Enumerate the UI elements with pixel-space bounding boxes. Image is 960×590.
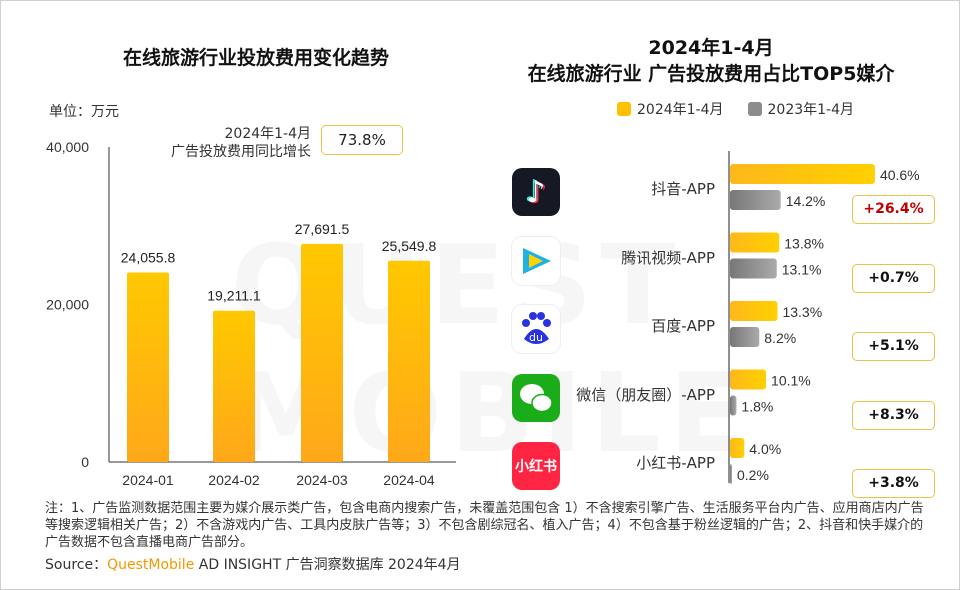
footnote: 注：1、广告监测数据范围主要为媒介展示类广告，包含电商内搜索广告，未覆盖范围包含… xyxy=(45,501,924,550)
bar-value-label: 24,055.8 xyxy=(121,250,176,266)
bar-value-label: 0.2% xyxy=(737,467,769,483)
source-rest: AD INSIGHT 广告洞察数据库 2024年4月 xyxy=(194,557,461,573)
bar-value-label: 1.8% xyxy=(741,399,773,415)
source-prefix: Source： xyxy=(45,557,108,573)
bar-value-label: 19,211.1 xyxy=(207,288,261,304)
x-tick-label: 2024-04 xyxy=(383,472,435,488)
bar-2024 xyxy=(730,232,780,253)
douyin-icon: ♪ xyxy=(512,168,560,216)
y-tick-label: 20,000 xyxy=(46,297,89,313)
change-badge: +8.3% xyxy=(852,400,935,430)
wechat-icon xyxy=(512,373,560,422)
bar-2024 xyxy=(730,301,778,321)
legend-swatch-2024 xyxy=(617,102,631,116)
bar-2023 xyxy=(730,258,777,279)
left-chart-title: 在线旅游行业投放费用变化趋势 xyxy=(122,47,389,69)
bar-value-label: 13.1% xyxy=(782,262,822,278)
bar-value-label: 10.1% xyxy=(771,373,811,389)
bar xyxy=(301,243,343,462)
x-tick-label: 2024-01 xyxy=(122,472,174,488)
y-tick-label: 0 xyxy=(81,454,89,470)
change-badge: +5.1% xyxy=(852,332,935,361)
bar-value-label: 14.2% xyxy=(786,193,826,209)
bar-2023 xyxy=(730,464,732,484)
category-label: 腾讯视频-APP xyxy=(621,248,715,267)
left-bar-chart: 0 20,000 40,000 24,055.8 2024-01 19,211.1 2024… xyxy=(46,139,456,488)
bar xyxy=(388,260,430,462)
x-tick-label: 2024-02 xyxy=(208,472,260,488)
legend-swatch-2023 xyxy=(747,102,762,116)
bar-value-label: 8.2% xyxy=(764,330,796,346)
change-badge: +3.8% xyxy=(852,469,935,498)
growth-value-badge: 73.8% xyxy=(321,125,403,155)
right-bar-chart: 40.6% 14.2% 13.8% 13.1% 13.3% 8.2% 10.1% 1.8% 4.… xyxy=(728,151,920,484)
bar xyxy=(213,310,255,462)
source-line: Source：QuestMobile AD INSIGHT 广告洞察数据库 20… xyxy=(45,557,461,574)
bar-value-label: 27,691.5 xyxy=(295,221,350,237)
y-tick-label: 40,000 xyxy=(46,139,89,155)
xiaohongshu-icon: 小红书 xyxy=(512,442,560,490)
change-badge: +0.7% xyxy=(852,263,935,293)
right-chart-title-2: 在线旅游行业 广告投放费用占比TOP5媒介 xyxy=(527,63,895,85)
bar-2024 xyxy=(730,164,875,184)
baidu-icon: du xyxy=(512,305,560,353)
bar-2023 xyxy=(730,327,760,347)
bar-2023 xyxy=(730,395,737,416)
tencent-video-icon xyxy=(512,236,560,285)
legend: 2024年1-4月 2023年1-4月 xyxy=(617,99,854,119)
svg-text:du: du xyxy=(529,331,543,344)
bar-2024 xyxy=(730,438,745,458)
bar-value-label: 40.6% xyxy=(880,167,920,183)
bar-2024 xyxy=(730,369,767,390)
category-label: 百度-APP xyxy=(651,317,715,335)
change-badge: +26.4% xyxy=(852,195,935,224)
bar-value-label: 13.8% xyxy=(784,236,824,252)
x-tick-label: 2024-03 xyxy=(296,472,348,488)
bar-value-label: 25,549.8 xyxy=(382,238,437,254)
source-brand: QuestMobile xyxy=(107,557,195,573)
bar xyxy=(127,272,169,462)
legend-label-2024: 2024年1-4月 xyxy=(637,102,724,118)
growth-label-2: 广告投放费用同比增长 xyxy=(171,144,311,160)
unit-label: 单位：万元 xyxy=(49,104,119,120)
category-label: 微信（朋友圈）-APP xyxy=(576,385,715,404)
growth-label-1: 2024年1-4月 xyxy=(224,126,312,142)
category-label: 小红书-APP xyxy=(636,454,715,472)
legend-label-2023: 2023年1-4月 xyxy=(767,102,855,118)
bar-value-label: 13.3% xyxy=(782,304,822,320)
bar-2023 xyxy=(730,190,781,210)
category-label: 抖音-APP xyxy=(651,180,715,198)
bar-value-label: 4.0% xyxy=(749,441,781,457)
right-chart-title-1: 2024年1-4月 xyxy=(648,37,774,59)
